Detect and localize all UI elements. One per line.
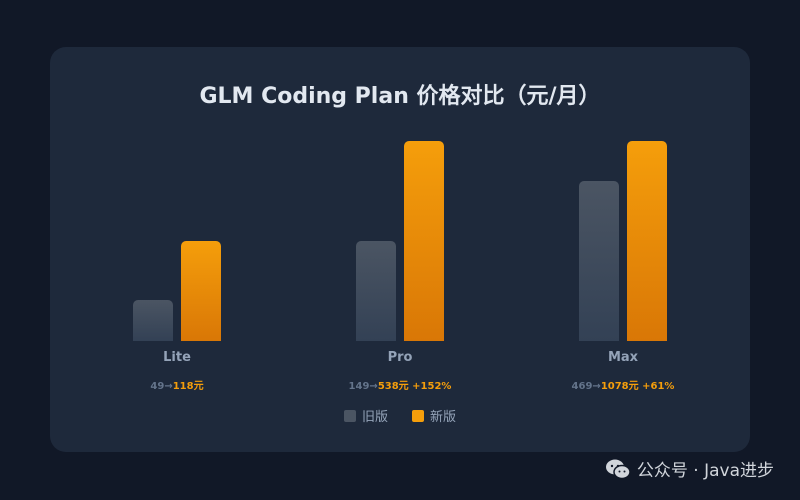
category-label-max: Max — [607, 350, 639, 365]
bar-old-max — [579, 181, 619, 341]
bar-old-lite — [133, 300, 173, 341]
note-to: 118元 — [172, 381, 204, 392]
note-from: 469→ — [571, 381, 601, 392]
note-to: 1078元 — [600, 381, 639, 392]
legend-label-new: 新版 — [430, 410, 457, 425]
legend: 旧版 新版 — [0, 406, 800, 425]
category-label-pro: Pro — [387, 350, 413, 365]
bar-old-pro — [356, 241, 396, 341]
chart-title: GLM Coding Plan 价格对比（元/月） — [199, 84, 601, 109]
category-note-max: 469→1078元 +61% — [533, 377, 713, 392]
legend-item-new: 新版 — [412, 406, 456, 425]
watermark: 公众号 · Java进步 — [605, 456, 774, 481]
legend-item-old: 旧版 — [343, 406, 388, 425]
note-pct: +152% — [408, 381, 452, 392]
bar-new-pro — [404, 141, 444, 341]
wechat-icon — [605, 459, 631, 479]
note-pct: +61% — [638, 381, 675, 392]
watermark-text: 公众号 · Java进步 — [636, 461, 774, 481]
note-from: 49→ — [150, 381, 173, 392]
note-from: 149→ — [348, 381, 378, 392]
legend-swatch-new — [412, 409, 424, 422]
note-to: 538元 — [377, 381, 409, 392]
bar-new-lite — [181, 241, 221, 341]
bar-new-max — [627, 141, 667, 341]
legend-label-old: 旧版 — [361, 410, 388, 425]
category-note-lite: 49→118元 — [87, 377, 267, 392]
legend-swatch-old — [343, 409, 356, 422]
category-note-pro: 149→538元 +152% — [310, 377, 490, 392]
category-label-lite: Lite — [163, 350, 191, 365]
